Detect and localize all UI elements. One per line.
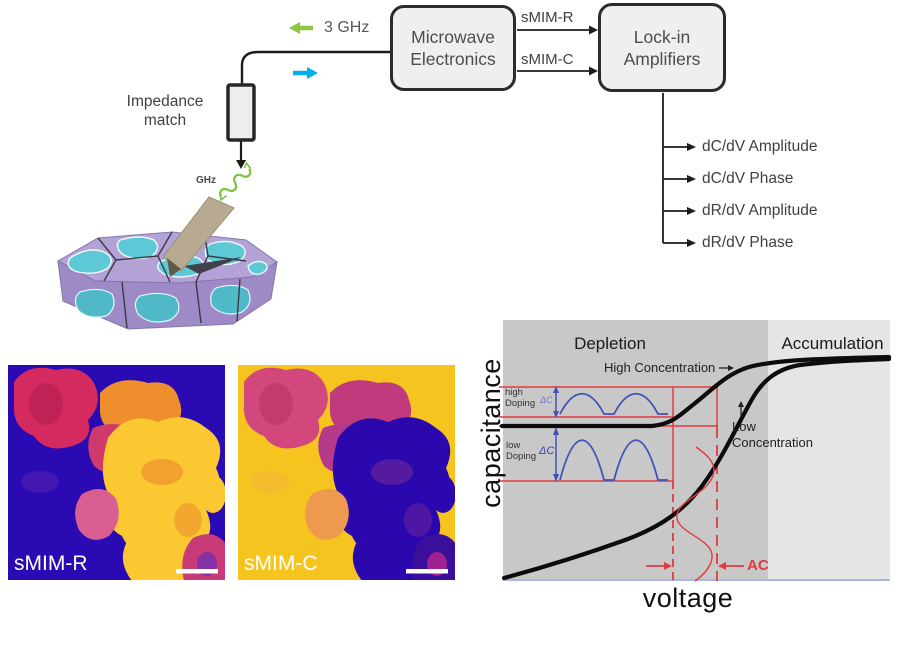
output-dcdv-amplitude: dC/dV Amplitude [702, 138, 818, 155]
high-doping-label: high Doping [505, 387, 536, 409]
impedance-match-label: Impedance match [126, 93, 204, 129]
accumulation-label: Accumulation [781, 334, 884, 353]
cv-curves [499, 354, 892, 581]
low-doping-label: low Doping [506, 440, 537, 462]
tip-shadow [184, 257, 242, 274]
y-axis-label: capacitance [476, 358, 506, 508]
smim-c-panel-label: sMIM-C [244, 552, 318, 575]
signal-label-smim-c: sMIM-C [521, 51, 574, 68]
cv-plot [499, 320, 892, 582]
cantilever-probe [162, 196, 235, 272]
smim-r-image [8, 365, 225, 580]
signal-label-smim-r: sMIM-R [521, 9, 574, 26]
ac-voltage-wave [676, 446, 715, 582]
rf-in-arrow-icon [293, 67, 318, 79]
microwave-electronics-box: Microwave Electronics [390, 5, 516, 91]
low-concentration-label: Low Concentration [732, 419, 813, 450]
smim-c-image [238, 365, 455, 580]
ac-span-arrows [646, 562, 744, 570]
x-axis-label: voltage [642, 583, 734, 613]
red-reference-lines [499, 386, 718, 581]
smim-r-panel-label: sMIM-R [14, 552, 88, 575]
sample-block-illustration [56, 196, 278, 330]
ghz-wave-icon [219, 161, 252, 202]
output-dcdv-phase: dC/dV Phase [702, 170, 794, 187]
probe-tip [167, 258, 181, 277]
impedance-match-box [226, 83, 256, 142]
rf-out-arrow-icon [289, 22, 313, 34]
annotation-arrows [719, 365, 744, 417]
lockin-amplifiers-box: Lock-in Amplifiers [598, 3, 726, 92]
high-concentration-curve [499, 354, 892, 429]
rf-frequency-label: 3 GHz [324, 19, 370, 36]
flowchart-arrowheads [236, 25, 696, 247]
output-drdv-amplitude: dR/dV Amplitude [702, 202, 818, 219]
scalebar-right [406, 569, 448, 574]
delta-c-arrowheads [553, 386, 559, 482]
ghz-wave-label: GHz [196, 175, 216, 186]
high-concentration-label: High Concentration [604, 360, 716, 375]
delta-c-low-label: ΔC [539, 445, 555, 457]
scalebar-left [176, 569, 218, 574]
low-concentration-curve [501, 356, 892, 581]
depletion-label: Depletion [574, 334, 646, 353]
output-drdv-phase: dR/dV Phase [702, 234, 794, 251]
ac-capacitance-waves [555, 391, 668, 481]
delta-c-high-label: ΔC [540, 395, 553, 405]
ac-label: AC [747, 557, 769, 574]
flowchart-wiring [239, 29, 687, 244]
grain-boundaries [97, 231, 247, 329]
